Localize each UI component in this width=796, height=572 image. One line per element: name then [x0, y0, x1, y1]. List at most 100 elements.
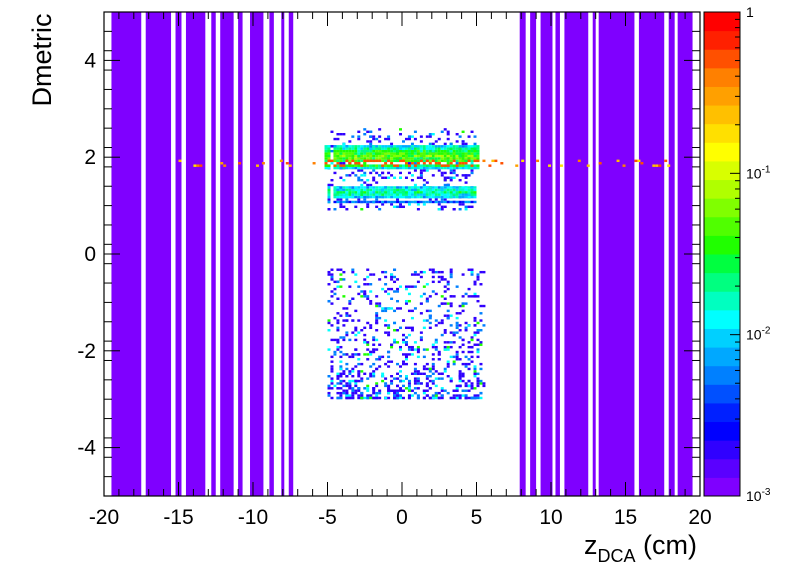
cell	[446, 133, 450, 136]
stripe-cell	[375, 159, 379, 163]
cell	[339, 372, 343, 375]
cell	[473, 333, 477, 337]
cell	[357, 137, 361, 141]
cell	[378, 135, 382, 138]
cell	[437, 372, 441, 375]
cell	[428, 133, 432, 136]
band-cell	[333, 166, 337, 170]
band-cell	[333, 193, 337, 196]
band-cell	[446, 154, 450, 158]
cell	[339, 365, 343, 368]
stripe-cell	[440, 164, 444, 167]
cell	[443, 331, 447, 334]
filled-column	[592, 12, 596, 496]
cell	[399, 176, 402, 179]
cell	[396, 341, 400, 344]
band-cell	[333, 200, 337, 204]
cell	[449, 324, 453, 327]
band-cell	[434, 166, 438, 170]
band-cell	[327, 195, 331, 199]
cell	[339, 278, 343, 281]
band-cell	[440, 188, 444, 192]
cell	[399, 379, 402, 383]
cell	[333, 350, 337, 354]
band-cell	[470, 157, 474, 160]
cell	[381, 372, 385, 375]
cell	[431, 367, 435, 371]
cell	[473, 394, 477, 397]
stripe-cell	[354, 162, 358, 165]
cell	[351, 387, 355, 390]
band-cell	[327, 145, 331, 148]
cell	[473, 396, 477, 400]
band-cell	[348, 166, 352, 170]
cell	[330, 379, 334, 383]
stripe-cell	[410, 162, 414, 165]
band-cell	[342, 152, 346, 155]
cell	[428, 387, 432, 390]
cell	[473, 372, 477, 375]
band-cell	[372, 154, 376, 158]
cell	[410, 345, 414, 349]
band-cell	[393, 193, 397, 196]
band-cell	[390, 188, 394, 192]
cell	[363, 128, 367, 131]
stripe-cell	[366, 159, 370, 163]
band-cell	[422, 154, 426, 158]
stripe-cell	[521, 159, 525, 163]
cell	[393, 396, 397, 400]
cell	[351, 268, 355, 271]
cell	[437, 304, 441, 308]
cell	[455, 353, 459, 356]
cell	[399, 203, 402, 206]
band-cell	[446, 159, 450, 163]
band-cell	[461, 164, 465, 167]
band-cell	[470, 149, 474, 153]
cell	[366, 343, 370, 346]
cell	[363, 283, 367, 286]
cell	[470, 273, 474, 276]
cell	[443, 370, 447, 373]
cell	[404, 343, 408, 346]
cell	[473, 324, 477, 327]
cell	[384, 137, 388, 141]
band-cell	[425, 164, 429, 167]
band-cell	[413, 147, 417, 150]
band-cell	[372, 193, 376, 196]
band-cell	[342, 195, 346, 199]
cell	[390, 360, 394, 363]
band-cell	[437, 200, 441, 204]
x-tick-label: 20	[688, 506, 711, 529]
band-cell	[363, 157, 367, 160]
cell	[372, 169, 376, 172]
band-cell	[410, 186, 414, 189]
cell	[455, 140, 459, 143]
band-cell	[431, 195, 435, 199]
cell	[363, 171, 367, 175]
band-cell	[381, 157, 385, 160]
cell	[387, 396, 391, 400]
band-cell	[375, 166, 379, 170]
cell	[363, 133, 367, 136]
cell	[467, 389, 471, 392]
cell	[416, 387, 420, 390]
cell	[342, 370, 346, 373]
cell	[416, 203, 420, 206]
cell	[461, 379, 465, 383]
band-cell	[333, 145, 337, 148]
cell	[410, 316, 414, 320]
cell	[440, 394, 444, 397]
cell	[443, 183, 447, 187]
cell	[443, 198, 447, 201]
band-cell	[402, 154, 405, 158]
band-cell	[437, 147, 441, 150]
cell	[473, 343, 477, 346]
band-cell	[428, 145, 432, 148]
band-cell	[369, 145, 373, 148]
cell	[425, 348, 429, 351]
cell	[425, 297, 429, 300]
cell	[464, 208, 468, 211]
cell	[351, 353, 355, 356]
cell	[330, 387, 334, 390]
